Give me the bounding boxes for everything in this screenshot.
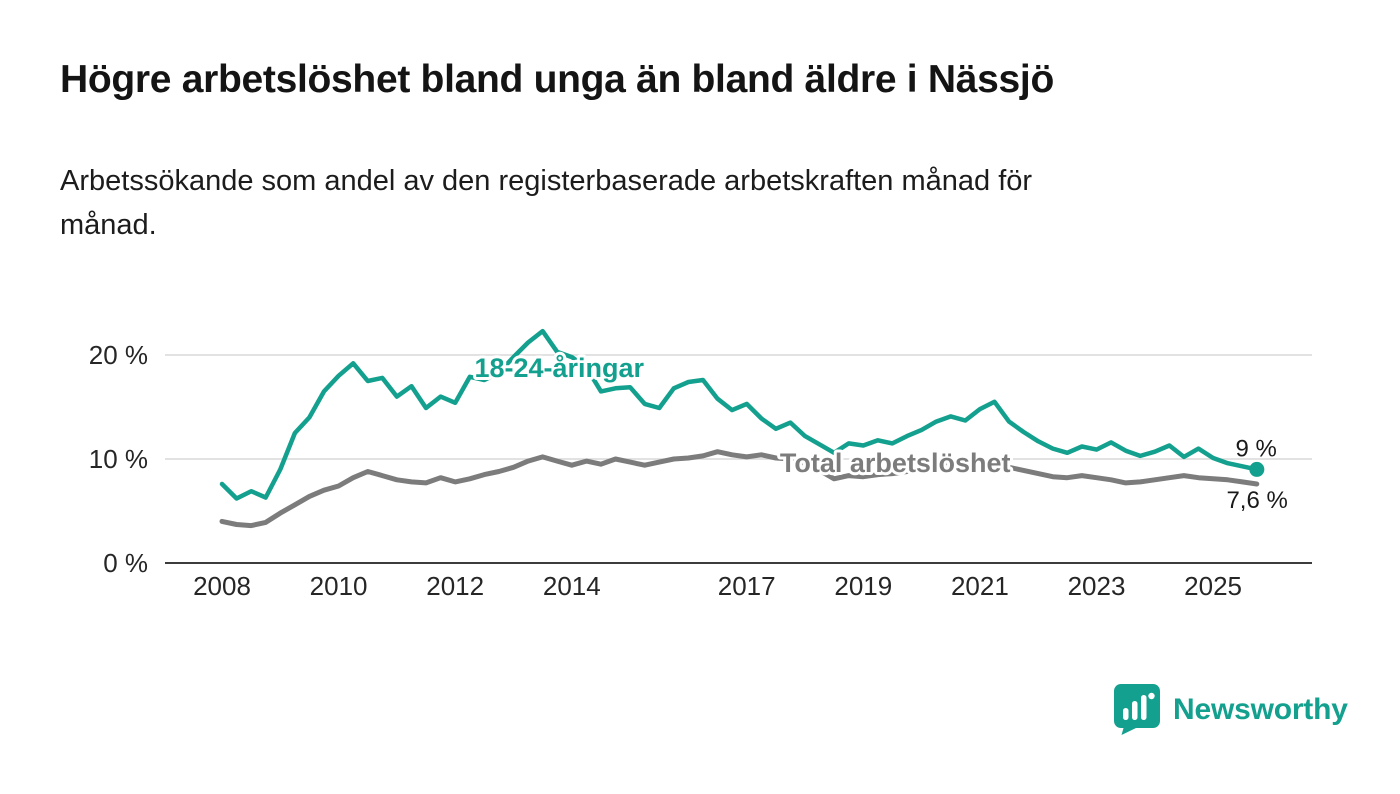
newsworthy-logo-icon	[1114, 684, 1160, 735]
end-value-label: 7,6 %	[1226, 487, 1287, 514]
x-tick-label: 2008	[193, 571, 251, 601]
x-tick-label: 2010	[310, 571, 368, 601]
youth-series-label: 18-24-åringar	[474, 353, 644, 383]
newsworthy-logo: Newsworthy	[1114, 684, 1348, 735]
x-tick-label: 2012	[426, 571, 484, 601]
chart-subtitle: Arbetssökande som andel av den registerb…	[60, 165, 1033, 241]
x-tick-label: 2017	[718, 571, 776, 601]
x-tick-label: 2019	[834, 571, 892, 601]
logo-bar-chart-glyph	[1123, 692, 1155, 720]
x-tick-label: 2014	[543, 571, 601, 601]
youth-unemployment-line	[219, 328, 1260, 501]
total-unemployment-line	[219, 449, 1260, 529]
page-title: Högre arbetslöshet bland unga än bland ä…	[60, 58, 1054, 101]
x-tick-label: 2025	[1184, 571, 1242, 601]
y-tick-label: 0 %	[103, 548, 148, 578]
series-end-dot	[1249, 461, 1265, 477]
x-tick-label: 2023	[1068, 571, 1126, 601]
y-tick-label: 10 %	[89, 444, 148, 474]
y-tick-label: 20 %	[89, 340, 148, 370]
newsworthy-wordmark: Newsworthy	[1173, 692, 1348, 726]
total-series-label: Total arbetslöshet	[780, 448, 1011, 478]
x-tick-label: 2021	[951, 571, 1009, 601]
unemployment-line-chart: 0 % 10 % 20 % 2008 2010 2012 2014 2017 2019 2021 2…	[89, 328, 1312, 601]
end-value-label: 9 %	[1235, 435, 1276, 462]
